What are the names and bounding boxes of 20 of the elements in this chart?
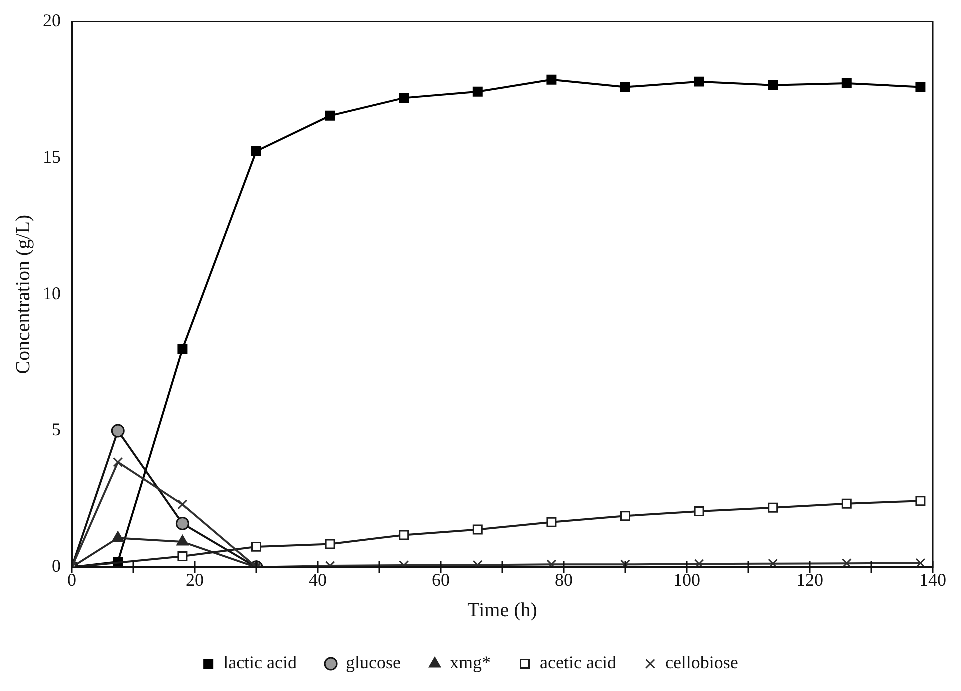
y-tick-label: 5: [52, 420, 61, 440]
x-tick-label: 120: [796, 570, 824, 590]
x-tick-label: 80: [555, 570, 573, 590]
x-tick-label: 0: [68, 570, 76, 590]
x-tick-label: 140: [920, 570, 946, 590]
y-axis-title: Concentration (g/L): [12, 214, 34, 374]
x-tick-label: 60: [432, 570, 450, 590]
x-tick-label: 40: [309, 570, 327, 590]
y-tick-label: 0: [52, 556, 61, 576]
legend-label: acetic acid: [540, 652, 616, 673]
legend-label: xmg*: [450, 652, 492, 673]
legend-label: glucose: [346, 652, 402, 673]
x-tick-label: 20: [186, 570, 204, 590]
y-tick-label: 10: [43, 283, 61, 304]
y-tick-label: 15: [43, 146, 61, 167]
y-tick-label: 20: [43, 10, 61, 31]
legend-label: cellobiose: [665, 652, 738, 673]
x-axis-title: Time (h): [468, 599, 538, 622]
x-tick-label: 100: [674, 570, 700, 590]
legend-label: lactic acid: [224, 652, 298, 673]
